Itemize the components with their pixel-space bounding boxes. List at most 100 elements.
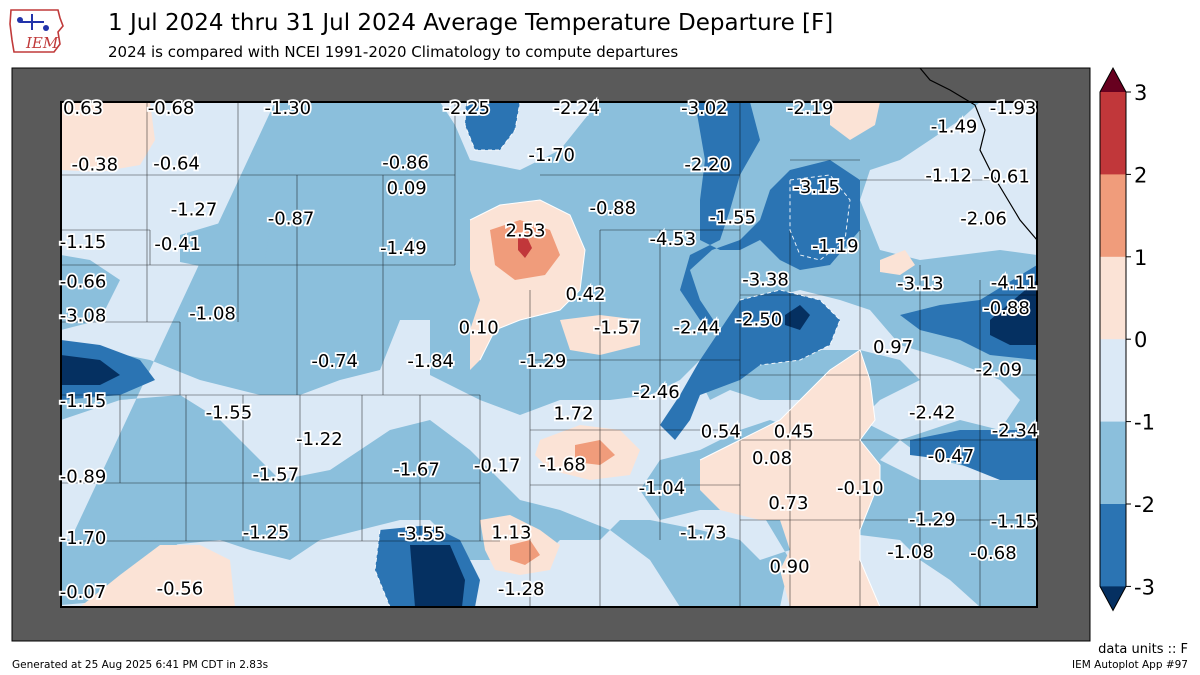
kansas-state-area — [61, 102, 1037, 607]
colorbar-segment — [1100, 504, 1126, 587]
contour-medblue-southeast — [910, 430, 1037, 480]
value-label: 0.08 — [752, 448, 792, 469]
iem-logo: IEM — [8, 4, 66, 56]
colorbar-segment — [1100, 92, 1126, 175]
value-label: -0.87 — [268, 209, 315, 230]
value-label: -1.73 — [680, 522, 727, 543]
value-label: -1.27 — [171, 200, 218, 221]
value-label: -0.64 — [153, 154, 200, 175]
value-label: 0.10 — [459, 317, 499, 338]
value-label: -1.29 — [520, 351, 567, 372]
colorbar-tick-label: -2 — [1134, 493, 1155, 517]
value-label: -1.04 — [639, 478, 686, 499]
value-label: -1.25 — [243, 522, 290, 543]
value-label: -0.17 — [474, 456, 521, 477]
value-label: -2.20 — [684, 155, 731, 176]
value-label: 0.73 — [768, 493, 808, 514]
value-label: -1.22 — [296, 429, 343, 450]
contour-red-south1 — [575, 440, 615, 465]
generated-timestamp: Generated at 25 Aug 2025 6:41 PM CDT in … — [12, 659, 269, 671]
value-label: -2.34 — [992, 420, 1039, 441]
value-label: 0.54 — [701, 421, 741, 442]
contour-lightred-nw — [61, 102, 155, 172]
value-label: -1.30 — [265, 98, 312, 119]
value-label: -0.07 — [60, 582, 107, 603]
value-label: -1.68 — [539, 455, 586, 476]
value-label: -2.09 — [976, 360, 1023, 381]
value-label: -0.61 — [983, 166, 1030, 187]
contour-darkblue-center — [785, 305, 810, 330]
value-label: 0.09 — [387, 178, 427, 199]
value-label: -1.15 — [60, 391, 107, 412]
value-label: -0.86 — [382, 153, 429, 174]
value-label: -0.68 — [148, 98, 195, 119]
value-label: 0.45 — [774, 421, 814, 442]
colorbar-segment — [1100, 256, 1126, 340]
colorbar-segment — [1100, 174, 1126, 258]
value-label: -2.19 — [787, 98, 834, 119]
value-label: -0.88 — [590, 198, 637, 219]
value-label: -1.28 — [498, 579, 545, 600]
colorbar-tick-label: -1 — [1134, 411, 1155, 435]
logo-text: IEM — [25, 34, 59, 52]
value-label: 0.63 — [63, 98, 103, 119]
value-label: -1.08 — [189, 304, 236, 325]
map-title: 1 Jul 2024 thru 31 Jul 2024 Average Temp… — [108, 10, 834, 36]
value-label: -0.66 — [60, 271, 107, 292]
value-label: 2.53 — [506, 220, 546, 241]
value-label: -1.15 — [60, 232, 107, 253]
value-label: -1.70 — [528, 145, 575, 166]
value-label: -1.49 — [380, 238, 427, 259]
colorbar-bottom-extension — [1100, 586, 1126, 611]
value-label: -1.57 — [253, 465, 300, 486]
autoplot-app-id: IEM Autoplot App #97 — [1072, 659, 1188, 671]
value-label: -1.67 — [393, 460, 440, 481]
value-label: -3.02 — [681, 98, 728, 119]
county-grid — [61, 102, 1037, 607]
contour-lightblue-west — [61, 255, 120, 330]
value-label: -1.70 — [60, 528, 107, 549]
map-subtitle: 2024 is compared with NCEI 1991-2020 Cli… — [108, 43, 679, 61]
value-label: -2.42 — [909, 403, 956, 424]
colorbar-tick-label: 3 — [1134, 81, 1147, 105]
colorbar-tick-label: -3 — [1134, 575, 1155, 599]
value-label: -0.89 — [60, 467, 107, 488]
contour-darkblue-west — [61, 355, 120, 385]
colorbar: 3 2 1 0 -1 -2 -3 — [1099, 66, 1155, 612]
missouri-river-border — [919, 67, 1038, 241]
colorbar-segment — [1100, 339, 1126, 423]
value-label: 0.90 — [769, 557, 809, 578]
value-label: 1.13 — [491, 522, 531, 543]
value-label: -0.38 — [72, 155, 119, 176]
value-label: -1.19 — [812, 236, 859, 257]
contour-darkblue-ne — [785, 175, 850, 260]
value-label: -3.38 — [742, 269, 789, 290]
value-label: -0.10 — [837, 478, 884, 499]
value-label: -2.50 — [736, 310, 783, 331]
value-label: -2.25 — [443, 98, 490, 119]
contour-darkblue-south — [410, 545, 465, 607]
colorbar-segment — [1100, 421, 1126, 505]
value-label: -3.55 — [399, 523, 446, 544]
colorbar-top-extension — [1100, 68, 1126, 92]
value-label: -0.88 — [983, 298, 1030, 319]
value-label: -2.06 — [960, 209, 1007, 230]
value-label: -4.53 — [650, 229, 697, 250]
colorbar-tick-label: 2 — [1134, 163, 1147, 187]
contour-lightred-e — [880, 250, 915, 275]
value-label: -0.68 — [970, 543, 1017, 564]
contour-lightred-ne — [830, 102, 880, 140]
value-label: -3.08 — [60, 306, 107, 327]
colorbar-tick-label: 1 — [1134, 246, 1147, 270]
contour-medblue-northeast — [680, 102, 860, 330]
value-label: -1.29 — [909, 510, 956, 531]
value-label: 0.97 — [873, 337, 913, 358]
value-label: -0.74 — [311, 351, 358, 372]
contour-red-south2 — [510, 540, 540, 565]
value-label: -0.41 — [154, 234, 201, 255]
value-label: -1.57 — [594, 317, 641, 338]
contour-darkred-center — [518, 235, 532, 258]
value-label: -1.12 — [925, 165, 972, 186]
value-labels: 0.63 -0.68 -1.30 -2.25 -2.24 -3.02 -2.19 -1.93-… — [58, 96, 1040, 605]
